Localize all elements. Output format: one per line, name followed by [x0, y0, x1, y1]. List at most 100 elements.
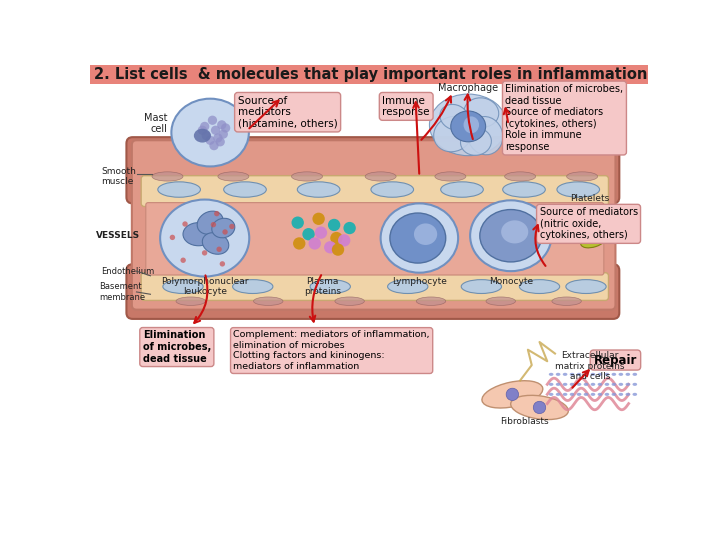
Ellipse shape	[202, 233, 229, 254]
Ellipse shape	[549, 383, 554, 386]
Ellipse shape	[325, 329, 336, 340]
Bar	[90, 65, 648, 84]
Ellipse shape	[182, 221, 188, 227]
Ellipse shape	[618, 383, 624, 386]
Text: Lymphocyte: Lymphocyte	[392, 276, 447, 286]
Ellipse shape	[534, 401, 546, 414]
Text: Plasma
proteins: Plasma proteins	[304, 276, 341, 296]
Ellipse shape	[549, 373, 554, 376]
Ellipse shape	[215, 137, 225, 146]
FancyBboxPatch shape	[127, 137, 619, 204]
Ellipse shape	[503, 182, 545, 197]
Ellipse shape	[451, 111, 485, 142]
Ellipse shape	[570, 383, 575, 386]
Ellipse shape	[519, 280, 559, 294]
Ellipse shape	[218, 172, 249, 181]
Ellipse shape	[332, 244, 344, 256]
Text: Polymorphonuclear
leukocyte: Polymorphonuclear leukocyte	[161, 276, 248, 296]
Ellipse shape	[556, 373, 560, 376]
Ellipse shape	[212, 218, 235, 238]
Ellipse shape	[433, 117, 472, 152]
Ellipse shape	[416, 297, 446, 306]
Ellipse shape	[292, 217, 304, 229]
Ellipse shape	[365, 340, 376, 351]
FancyBboxPatch shape	[127, 264, 619, 319]
Ellipse shape	[482, 381, 543, 408]
Ellipse shape	[338, 234, 351, 247]
Ellipse shape	[563, 393, 567, 396]
Ellipse shape	[611, 383, 616, 386]
Ellipse shape	[202, 131, 211, 140]
Ellipse shape	[605, 393, 609, 396]
Ellipse shape	[588, 220, 616, 233]
Ellipse shape	[333, 345, 343, 355]
Ellipse shape	[570, 373, 575, 376]
Ellipse shape	[220, 261, 225, 267]
Ellipse shape	[176, 297, 205, 306]
FancyBboxPatch shape	[141, 273, 608, 300]
Text: 2. List cells  & molecules that play important roles in inflammation: 2. List cells & molecules that play impo…	[94, 68, 647, 82]
Ellipse shape	[577, 393, 581, 396]
Ellipse shape	[233, 280, 273, 294]
Ellipse shape	[211, 126, 220, 135]
Text: Fibroblasts: Fibroblasts	[500, 417, 549, 427]
Ellipse shape	[202, 250, 207, 255]
Ellipse shape	[152, 172, 183, 181]
Ellipse shape	[217, 120, 226, 130]
Text: Source of
mediators
(histamine, others): Source of mediators (histamine, others)	[238, 96, 338, 129]
Ellipse shape	[435, 172, 466, 181]
Ellipse shape	[626, 373, 630, 376]
Ellipse shape	[567, 172, 598, 181]
Ellipse shape	[577, 213, 608, 228]
Text: VESSELS: VESSELS	[96, 231, 140, 240]
FancyBboxPatch shape	[132, 140, 616, 309]
Ellipse shape	[626, 393, 630, 396]
Text: Monocyte: Monocyte	[489, 276, 533, 286]
Ellipse shape	[464, 98, 499, 127]
Ellipse shape	[292, 172, 323, 181]
Ellipse shape	[618, 373, 624, 376]
Ellipse shape	[339, 334, 350, 345]
Text: Elimination
of microbes,
dead tissue: Elimination of microbes, dead tissue	[143, 330, 211, 363]
Ellipse shape	[501, 220, 528, 244]
Ellipse shape	[310, 280, 351, 294]
Ellipse shape	[557, 182, 600, 197]
Ellipse shape	[217, 247, 222, 252]
Ellipse shape	[470, 200, 552, 271]
Ellipse shape	[510, 395, 568, 420]
Ellipse shape	[158, 182, 200, 197]
Ellipse shape	[213, 133, 222, 143]
Ellipse shape	[194, 129, 211, 143]
Ellipse shape	[440, 104, 469, 130]
Ellipse shape	[563, 383, 567, 386]
Ellipse shape	[302, 228, 315, 240]
Ellipse shape	[214, 211, 220, 217]
Ellipse shape	[632, 383, 637, 386]
Ellipse shape	[570, 225, 598, 243]
Ellipse shape	[171, 99, 249, 166]
Ellipse shape	[611, 373, 616, 376]
Ellipse shape	[253, 297, 283, 306]
Ellipse shape	[505, 172, 536, 181]
Ellipse shape	[328, 219, 341, 231]
Ellipse shape	[590, 393, 595, 396]
Ellipse shape	[348, 348, 359, 359]
Ellipse shape	[315, 226, 327, 239]
Text: Mast
cell: Mast cell	[144, 112, 168, 134]
Ellipse shape	[309, 237, 321, 249]
Ellipse shape	[570, 393, 575, 396]
FancyBboxPatch shape	[145, 202, 604, 275]
Ellipse shape	[605, 383, 609, 386]
Ellipse shape	[224, 182, 266, 197]
Text: Immune
response: Immune response	[382, 96, 430, 117]
Ellipse shape	[464, 117, 479, 133]
Ellipse shape	[549, 393, 554, 396]
Ellipse shape	[563, 373, 567, 376]
Ellipse shape	[618, 393, 624, 396]
Ellipse shape	[221, 123, 230, 132]
Ellipse shape	[312, 213, 325, 225]
Ellipse shape	[462, 280, 502, 294]
Ellipse shape	[556, 393, 560, 396]
Text: Source of mediators
(nitric oxide,
cytokines, others): Source of mediators (nitric oxide, cytok…	[539, 207, 638, 240]
Ellipse shape	[293, 237, 305, 249]
